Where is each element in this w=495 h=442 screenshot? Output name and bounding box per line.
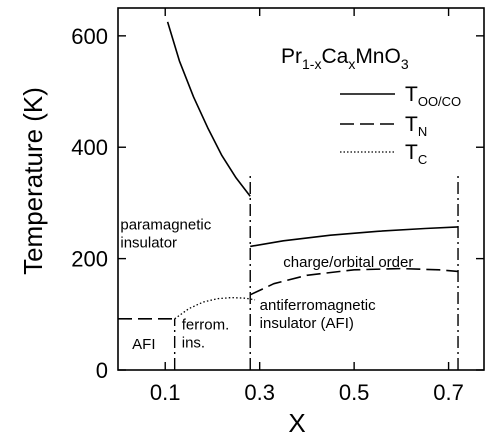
region-label: ferrom. ins. bbox=[182, 316, 230, 351]
region-label-line: ferrom. bbox=[182, 316, 230, 333]
legend: TOO/CO TN TC bbox=[340, 83, 461, 167]
y-tick-label: 400 bbox=[71, 135, 108, 160]
region-label: AFI bbox=[132, 336, 155, 353]
region-label: antiferromagnetic insulator (AFI) bbox=[260, 297, 376, 332]
legend-entry-dotted: TC bbox=[340, 141, 427, 167]
region-label-line: insulator bbox=[120, 235, 177, 252]
y-tick-label: 600 bbox=[71, 24, 108, 49]
region-label-line: paramagnetic bbox=[120, 217, 211, 234]
region-label: paramagnetic insulator bbox=[120, 217, 211, 252]
region-label: charge/orbital order bbox=[283, 254, 413, 271]
series-line-solid bbox=[166, 21, 251, 197]
series-line-solid bbox=[250, 226, 459, 248]
x-tick-label: 0.1 bbox=[150, 380, 181, 405]
legend-entry-solid: TOO/CO bbox=[340, 83, 461, 109]
region-label-line: AFI bbox=[132, 336, 155, 353]
x-tick-label: 0.5 bbox=[339, 380, 370, 405]
region-label-line: insulator (AFI) bbox=[260, 315, 354, 332]
plot-frame bbox=[117, 7, 485, 371]
y-axis-title: Temperature (K) bbox=[18, 87, 48, 275]
legend-label-dashed: TN bbox=[405, 113, 427, 139]
legend-label-solid: TOO/CO bbox=[405, 83, 461, 109]
region-label-line: antiferromagnetic bbox=[260, 297, 376, 314]
plot-area: 0.1 0.3 0.5 0.7 0 200 400 600 X Temperature (K) pa… bbox=[18, 7, 485, 438]
region-label-line: ins. bbox=[182, 334, 205, 351]
legend-entry-dashed: TN bbox=[340, 113, 427, 139]
y-tick-label: 0 bbox=[96, 358, 108, 383]
region-label-line: charge/orbital order bbox=[283, 254, 413, 271]
x-tick-label: 0.3 bbox=[244, 380, 275, 405]
x-tick-label: 0.7 bbox=[433, 380, 464, 405]
legend-label-dotted: TC bbox=[405, 141, 427, 167]
y-tick-label: 200 bbox=[71, 247, 108, 272]
formula-label: Pr1-xCaxMnO3 bbox=[281, 45, 409, 72]
x-axis-title: X bbox=[288, 408, 305, 438]
series-line-dashed bbox=[249, 267, 459, 296]
